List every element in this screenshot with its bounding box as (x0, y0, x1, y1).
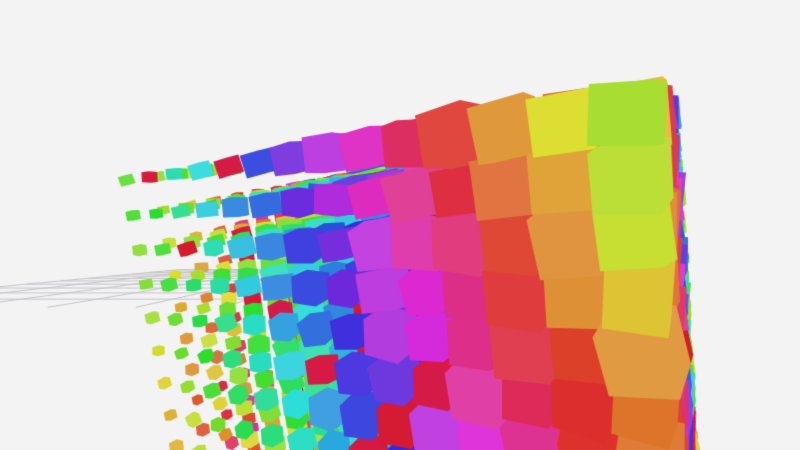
cube-lattice-3d-canvas[interactable] (0, 0, 800, 450)
webgl-viewport (0, 0, 800, 450)
